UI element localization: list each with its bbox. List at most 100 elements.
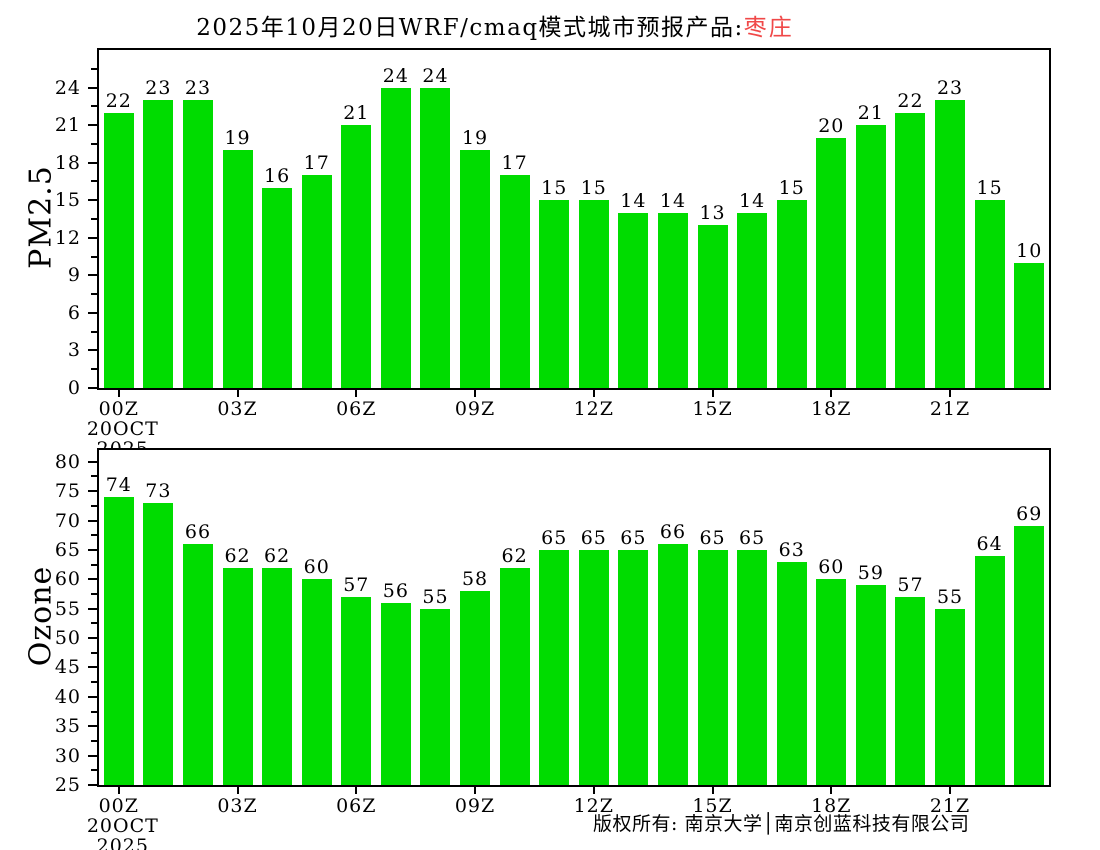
x-axis-tick	[592, 390, 595, 397]
bar-value-label: 60	[303, 556, 330, 579]
copyright-text: 版权所有: 南京大学│南京创蓝科技有限公司	[593, 813, 970, 835]
y-axis-tick-label: 6	[67, 301, 81, 324]
y-axis-tick	[88, 387, 97, 389]
x-axis-tick	[474, 390, 477, 397]
y-axis-minor-tick	[91, 105, 97, 108]
y-axis-minor-tick	[91, 739, 97, 742]
bar-value-label: 21	[857, 102, 884, 125]
bar	[341, 125, 372, 388]
y-axis-minor-tick	[91, 534, 97, 537]
y-axis-tick	[88, 236, 97, 239]
bar-value-label: 65	[541, 526, 568, 549]
y-axis-tick-label: 18	[54, 151, 81, 174]
x-axis-tick-label: 00Z	[98, 398, 139, 420]
bar	[974, 555, 1005, 785]
bar-value-label: 23	[145, 77, 172, 100]
bar	[539, 200, 570, 388]
bar	[776, 561, 807, 785]
bar	[776, 200, 807, 388]
y-axis-tick	[88, 490, 97, 493]
x-axis-tick	[711, 787, 714, 794]
y-axis-minor-tick	[91, 255, 97, 258]
x-axis-date-label: 20OCT	[86, 418, 159, 440]
y-axis-minor-tick	[91, 142, 97, 145]
y-axis-minor-tick	[91, 293, 97, 296]
y-axis-minor-tick	[91, 622, 97, 625]
x-axis-tick-label: 12Z	[573, 398, 614, 420]
x-axis-tick	[236, 787, 239, 794]
y-axis-tick	[88, 519, 97, 522]
x-axis-tick	[474, 787, 477, 794]
bar	[895, 596, 926, 785]
y-axis-tick-label: 24	[54, 76, 81, 99]
bar	[499, 175, 530, 388]
x-axis-tick	[711, 390, 714, 397]
bar	[697, 225, 728, 388]
y-axis-tick	[88, 161, 97, 164]
y-axis-minor-tick	[91, 651, 97, 654]
bar	[222, 150, 253, 388]
y-axis-minor-tick	[91, 330, 97, 333]
x-axis-tick	[117, 390, 120, 397]
bar-value-label: 21	[343, 102, 370, 125]
bar	[816, 137, 847, 388]
bar-value-label: 58	[461, 568, 489, 591]
bar-value-label: 65	[699, 526, 726, 549]
bar-value-label: 55	[422, 585, 449, 608]
bar	[935, 100, 966, 388]
bar-value-label: 15	[778, 177, 805, 200]
bar	[301, 579, 332, 785]
y-axis-tick	[88, 124, 97, 127]
bar-value-label: 24	[422, 64, 449, 87]
x-axis-tick	[236, 390, 239, 397]
bar-value-label: 64	[976, 532, 1003, 555]
x-axis-tick	[830, 787, 833, 794]
bar	[578, 200, 609, 388]
y-axis-minor-tick	[91, 504, 97, 507]
x-axis-tick	[949, 787, 952, 794]
y-axis-minor-tick	[91, 681, 97, 684]
y-axis-tick	[88, 86, 97, 89]
bar	[380, 87, 411, 388]
bar-value-label: 22	[105, 89, 132, 112]
bar	[420, 608, 451, 785]
bar	[737, 549, 768, 785]
y-axis-tick	[88, 548, 97, 551]
x-axis-tick-label: 09Z	[454, 398, 496, 420]
y-axis-tick	[88, 637, 97, 640]
y-axis-tick-label: 12	[54, 226, 81, 249]
bar-value-label: 14	[739, 189, 766, 212]
y-axis-tick	[88, 607, 97, 610]
bar	[657, 212, 688, 388]
bar	[935, 608, 966, 785]
bar	[618, 212, 649, 388]
bar-value-label: 57	[343, 573, 370, 596]
x-axis-tick-label: 03Z	[217, 795, 258, 817]
y-axis-tick-label: 40	[54, 685, 81, 708]
y-axis-minor-tick	[91, 67, 97, 70]
y-axis-tick	[88, 695, 97, 698]
bar-value-label: 16	[264, 164, 291, 187]
y-axis-tick-label: 25	[54, 774, 81, 796]
y-axis-tick	[88, 349, 97, 352]
x-axis-tick	[117, 787, 120, 794]
bar	[420, 87, 451, 388]
y-axis-tick-label: 35	[54, 715, 81, 738]
y-axis-tick	[88, 754, 97, 757]
bar-value-label: 15	[541, 177, 568, 200]
bar-value-label: 19	[461, 127, 489, 150]
bar	[1014, 262, 1045, 388]
bar	[460, 591, 491, 785]
bar	[657, 544, 688, 785]
bar-value-label: 65	[580, 526, 607, 549]
y-axis-tick-label: 21	[54, 114, 81, 137]
bar	[737, 212, 768, 388]
x-axis-tick-label: 21Z	[929, 795, 971, 817]
bar	[262, 567, 293, 785]
y-axis-tick-label: 65	[54, 538, 81, 561]
bar-value-label: 56	[382, 579, 409, 602]
bar-value-label: 66	[184, 521, 212, 544]
x-axis-tick-label: 18Z	[811, 795, 852, 817]
y-axis-tick-label: 15	[54, 189, 81, 212]
y-axis-tick	[88, 725, 97, 728]
